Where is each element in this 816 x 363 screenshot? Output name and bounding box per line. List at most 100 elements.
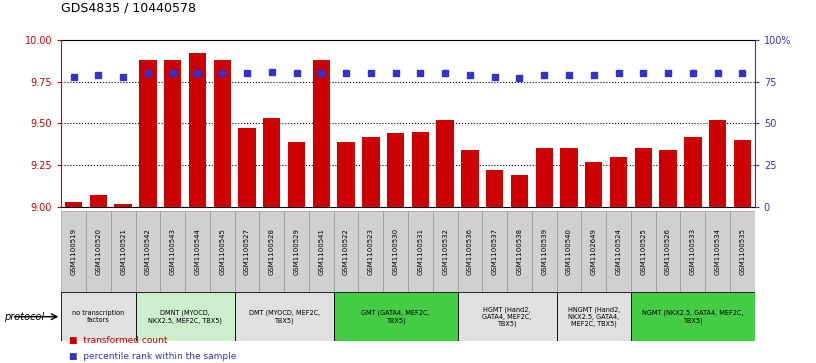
Bar	[114, 204, 132, 207]
FancyBboxPatch shape	[432, 211, 458, 292]
Text: GSM1100543: GSM1100543	[170, 228, 175, 275]
FancyBboxPatch shape	[656, 211, 681, 292]
Text: ■  transformed count: ■ transformed count	[69, 336, 168, 345]
Bar	[659, 150, 676, 207]
Text: GSM1100528: GSM1100528	[268, 228, 275, 275]
FancyBboxPatch shape	[284, 211, 309, 292]
Text: DMT (MYOCD, MEF2C,
TBX5): DMT (MYOCD, MEF2C, TBX5)	[249, 310, 320, 324]
Text: GSM1100542: GSM1100542	[145, 228, 151, 275]
FancyBboxPatch shape	[185, 211, 210, 292]
FancyBboxPatch shape	[482, 211, 507, 292]
Text: GSM1100521: GSM1100521	[120, 228, 126, 275]
Text: GSM1102649: GSM1102649	[591, 228, 596, 275]
FancyBboxPatch shape	[61, 211, 86, 292]
Text: GDS4835 / 10440578: GDS4835 / 10440578	[61, 1, 196, 15]
Bar	[511, 175, 528, 207]
FancyBboxPatch shape	[86, 211, 111, 292]
Text: GSM1100544: GSM1100544	[194, 228, 201, 275]
FancyBboxPatch shape	[61, 292, 135, 341]
Text: GSM1100545: GSM1100545	[220, 228, 225, 275]
FancyBboxPatch shape	[532, 211, 557, 292]
FancyBboxPatch shape	[408, 211, 432, 292]
FancyBboxPatch shape	[111, 211, 135, 292]
FancyBboxPatch shape	[259, 211, 284, 292]
Bar	[140, 60, 157, 207]
Text: GSM1100535: GSM1100535	[739, 228, 745, 275]
Bar	[337, 142, 355, 207]
FancyBboxPatch shape	[235, 211, 259, 292]
Text: NGMT (NKX2.5, GATA4, MEF2C,
TBX5): NGMT (NKX2.5, GATA4, MEF2C, TBX5)	[642, 310, 743, 324]
Bar	[734, 140, 751, 207]
FancyBboxPatch shape	[631, 211, 656, 292]
FancyBboxPatch shape	[458, 292, 557, 341]
Bar	[164, 60, 181, 207]
Bar	[585, 162, 602, 207]
Text: GSM1100519: GSM1100519	[71, 228, 77, 275]
Bar	[188, 53, 206, 207]
Text: GSM1100525: GSM1100525	[641, 228, 646, 275]
Text: GSM1100523: GSM1100523	[368, 228, 374, 275]
Bar	[486, 170, 503, 207]
Text: GSM1100536: GSM1100536	[467, 228, 473, 275]
Bar	[65, 202, 82, 207]
Bar	[535, 148, 553, 207]
Bar	[214, 60, 231, 207]
Text: protocol: protocol	[4, 312, 44, 322]
FancyBboxPatch shape	[730, 211, 755, 292]
FancyBboxPatch shape	[557, 211, 582, 292]
Text: GSM1100534: GSM1100534	[715, 228, 721, 275]
Bar	[238, 129, 255, 207]
Bar	[635, 148, 652, 207]
FancyBboxPatch shape	[681, 211, 705, 292]
Bar	[684, 137, 702, 207]
Text: GSM1100537: GSM1100537	[492, 228, 498, 275]
Text: GSM1100541: GSM1100541	[318, 228, 324, 275]
Text: DMNT (MYOCD,
NKX2.5, MEF2C, TBX5): DMNT (MYOCD, NKX2.5, MEF2C, TBX5)	[149, 310, 222, 324]
Text: GSM1100531: GSM1100531	[418, 228, 424, 275]
FancyBboxPatch shape	[606, 211, 631, 292]
Bar	[288, 142, 305, 207]
FancyBboxPatch shape	[135, 292, 235, 341]
Bar	[263, 118, 281, 207]
Bar	[387, 134, 404, 207]
Bar	[610, 157, 628, 207]
FancyBboxPatch shape	[507, 211, 532, 292]
Text: GSM1100533: GSM1100533	[690, 228, 696, 275]
FancyBboxPatch shape	[458, 211, 482, 292]
Text: ■  percentile rank within the sample: ■ percentile rank within the sample	[69, 352, 237, 361]
Text: GSM1100520: GSM1100520	[95, 228, 101, 275]
Text: GSM1100540: GSM1100540	[566, 228, 572, 275]
Bar	[412, 132, 429, 207]
FancyBboxPatch shape	[334, 211, 358, 292]
Text: HNGMT (Hand2,
NKX2.5, GATA4,
MEF2C, TBX5): HNGMT (Hand2, NKX2.5, GATA4, MEF2C, TBX5…	[568, 306, 620, 327]
Text: GSM1100532: GSM1100532	[442, 228, 448, 275]
Text: GSM1100530: GSM1100530	[392, 228, 398, 275]
FancyBboxPatch shape	[160, 211, 185, 292]
FancyBboxPatch shape	[582, 211, 606, 292]
FancyBboxPatch shape	[210, 211, 235, 292]
FancyBboxPatch shape	[631, 292, 755, 341]
Text: GSM1100526: GSM1100526	[665, 228, 671, 275]
Text: GSM1100522: GSM1100522	[343, 228, 349, 275]
FancyBboxPatch shape	[557, 292, 631, 341]
Text: no transcription
factors: no transcription factors	[73, 310, 125, 323]
Text: GSM1100527: GSM1100527	[244, 228, 250, 275]
FancyBboxPatch shape	[334, 292, 458, 341]
Text: GSM1100539: GSM1100539	[541, 228, 548, 275]
FancyBboxPatch shape	[235, 292, 334, 341]
Bar	[561, 148, 578, 207]
Bar	[90, 195, 107, 207]
Bar	[362, 137, 379, 207]
FancyBboxPatch shape	[309, 211, 334, 292]
Bar	[437, 120, 454, 207]
Bar	[313, 60, 330, 207]
FancyBboxPatch shape	[135, 211, 160, 292]
FancyBboxPatch shape	[705, 211, 730, 292]
FancyBboxPatch shape	[384, 211, 408, 292]
Text: GSM1100529: GSM1100529	[294, 228, 299, 275]
Bar	[461, 150, 479, 207]
Text: GMT (GATA4, MEF2C,
TBX5): GMT (GATA4, MEF2C, TBX5)	[361, 310, 430, 324]
FancyBboxPatch shape	[358, 211, 384, 292]
Bar	[709, 120, 726, 207]
Text: GSM1100524: GSM1100524	[615, 228, 622, 275]
